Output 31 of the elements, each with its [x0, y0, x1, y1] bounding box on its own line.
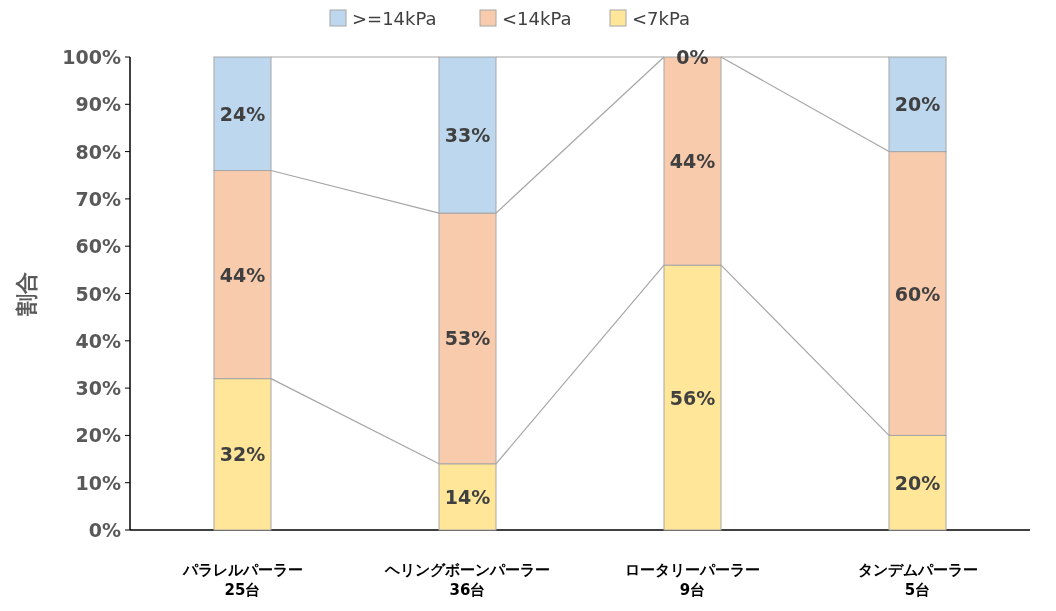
data-label: 60% [894, 282, 941, 305]
y-tick-label: 70% [75, 187, 121, 210]
legend-label: >=14kPa [352, 8, 437, 29]
data-label: 20% [894, 471, 941, 494]
y-tick-label: 50% [75, 282, 121, 305]
x-tick-label: ロータリーパーラー 9台 [625, 561, 760, 599]
y-tick-label: 0% [88, 519, 121, 541]
y-tick-label: 100% [62, 46, 121, 68]
y-tick-label: 30% [75, 377, 121, 400]
data-label: 24% [219, 102, 266, 125]
data-label: 53% [444, 327, 491, 350]
data-label: 0% [676, 46, 709, 68]
data-label: 56% [669, 386, 716, 409]
y-tick-label: 80% [75, 140, 121, 163]
legend-label: <14kPa [502, 8, 572, 29]
y-axis-title: 割合 [14, 271, 39, 317]
data-label: 44% [219, 263, 266, 286]
legend-label: <7kPa [632, 8, 691, 29]
data-label: 32% [219, 443, 266, 466]
y-tick-label: 10% [75, 471, 121, 494]
y-tick-label: 90% [75, 93, 121, 116]
data-label: 44% [669, 150, 716, 173]
x-tick-label: ヘリングボーンパーラー 36台 [384, 561, 550, 599]
y-tick-label: 40% [75, 329, 121, 352]
y-tick-label: 20% [75, 424, 121, 447]
data-label: 33% [444, 124, 491, 147]
x-tick-label: パラレルパーラー 25台 [181, 561, 303, 599]
data-label: 20% [894, 93, 941, 116]
x-tick-label: タンデムパーラー 5台 [857, 561, 978, 599]
y-tick-label: 60% [75, 235, 121, 258]
data-label: 14% [444, 485, 491, 508]
